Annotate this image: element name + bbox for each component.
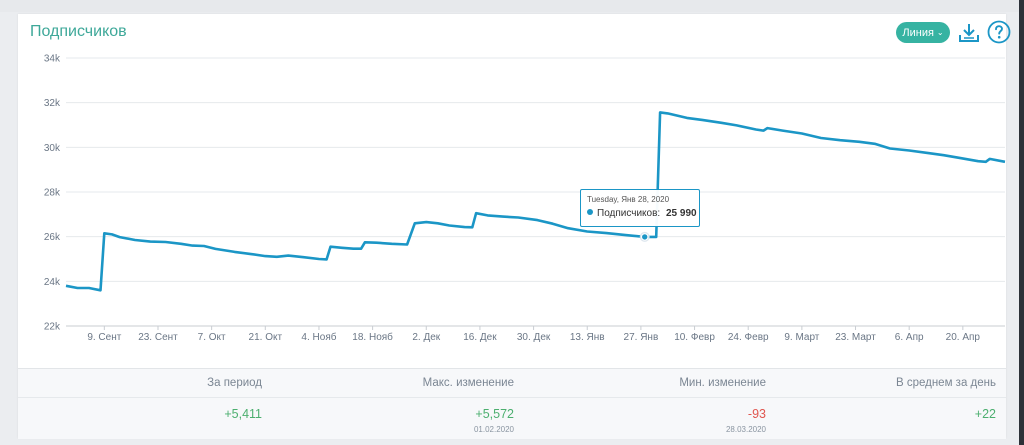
x-tick-label: 13. Янв — [570, 332, 605, 343]
x-tick-label: 9. Март — [784, 332, 819, 343]
x-tick-label: 6. Апр — [895, 332, 924, 343]
stat-date: 01.02.2020 — [473, 425, 514, 434]
widget-title: Подписчиков — [30, 23, 127, 40]
stats-panel: За период +5,411 Макс. изменение +5,572 … — [18, 368, 1006, 439]
window-edge — [1019, 0, 1024, 445]
stat-label: В среднем за день — [895, 377, 996, 389]
highlight-point — [641, 233, 649, 241]
x-tick-label: 7. Окт — [198, 332, 226, 343]
tooltip-series: Подписчиков — [597, 208, 658, 219]
subscribers-line-chart: 22k 24k 26k 28k 30k 32k 34k 9. Сент 23. Сент 7. О… — [44, 54, 1006, 343]
x-tick-label: 23. Сент — [138, 332, 178, 343]
stat-value: +5,572 — [475, 407, 514, 421]
y-tick-label: 32k — [44, 98, 61, 109]
stat-value: +22 — [974, 407, 996, 421]
stats-divider — [18, 397, 1006, 398]
x-tick-label: 10. Февр — [674, 332, 715, 343]
x-tick-label: 18. Нояб — [352, 331, 393, 343]
help-icon[interactable] — [987, 20, 1011, 44]
stat-label: За период — [207, 377, 262, 389]
subscribers-widget: Подписчиков Линия ⌄ 22k 24k 26k 28k 30k 32k 34… — [18, 14, 1011, 439]
x-tick-label: 4. Нояб — [301, 331, 336, 343]
y-tick-label: 30k — [44, 143, 61, 154]
x-tick-label: 27. Янв — [624, 332, 659, 343]
chart-tooltip: Tuesday, Янв 28, 2020 Подписчиков: 25 99… — [580, 189, 700, 227]
tooltip-value: 25 990 — [665, 208, 697, 219]
y-tick-label: 22k — [44, 322, 61, 333]
series-line-subscribers — [65, 111, 1006, 292]
series-dot-icon — [587, 209, 593, 215]
tooltip-row: Подписчиков: 25 990 — [587, 208, 697, 219]
x-tick-label: 2. Дек — [412, 332, 440, 343]
chart-type-dropdown[interactable]: Линия ⌄ — [896, 22, 950, 43]
x-tick-label: 21. Окт — [249, 332, 283, 343]
x-tick-label: 9. Сент — [87, 332, 121, 343]
stat-label: Макс. изменение — [422, 377, 514, 389]
x-tick-label: 20. Апр — [946, 332, 981, 343]
y-tick-label: 28k — [44, 188, 61, 199]
tooltip-date: Tuesday, Янв 28, 2020 — [587, 195, 670, 204]
y-tick-label: 24k — [44, 277, 61, 288]
stat-value: -93 — [747, 407, 766, 421]
download-icon[interactable] — [957, 21, 981, 45]
y-tick-label: 26k — [44, 232, 61, 243]
x-tick-label: 23. Март — [835, 332, 876, 343]
stat-date: 28.03.2020 — [725, 425, 766, 434]
x-tick-label: 16. Дек — [463, 332, 497, 343]
x-tick-label: 24. Февр — [728, 332, 769, 343]
chevron-down-icon: ⌄ — [936, 28, 944, 37]
x-tick-label: 30. Дек — [517, 332, 551, 343]
y-tick-label: 34k — [44, 54, 61, 65]
stat-label: Мин. изменение — [679, 377, 766, 389]
stat-value: +5,411 — [224, 407, 262, 421]
top-strip — [0, 0, 1024, 12]
chart-type-label: Линия — [902, 26, 934, 39]
